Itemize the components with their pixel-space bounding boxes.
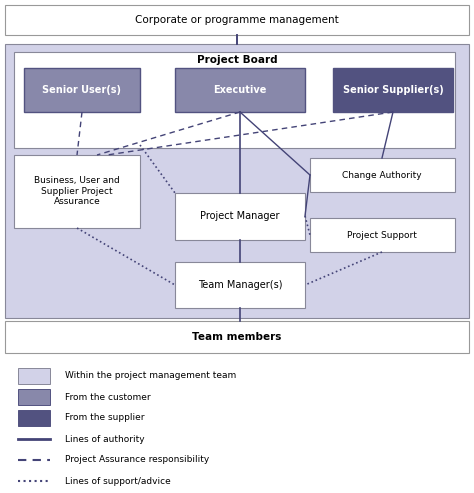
Bar — [24, 68, 140, 112]
Text: Project Assurance responsibility: Project Assurance responsibility — [65, 456, 209, 464]
Text: Change Authority: Change Authority — [342, 171, 422, 179]
Text: Within the project management team: Within the project management team — [65, 372, 236, 381]
Text: Project Support: Project Support — [347, 231, 417, 240]
Text: Project Manager: Project Manager — [200, 211, 280, 221]
Text: Lines of authority: Lines of authority — [65, 434, 145, 444]
Bar — [5, 321, 469, 353]
Bar — [14, 155, 140, 228]
Text: Senior Supplier(s): Senior Supplier(s) — [343, 85, 443, 95]
Text: Team Manager(s): Team Manager(s) — [198, 280, 282, 290]
Bar — [310, 218, 455, 252]
Bar — [5, 44, 469, 318]
Text: Team members: Team members — [192, 332, 282, 342]
Bar — [18, 368, 50, 384]
Text: Project Board: Project Board — [197, 55, 277, 65]
Bar — [18, 410, 50, 426]
Text: From the supplier: From the supplier — [65, 414, 145, 423]
Bar — [175, 262, 305, 308]
Bar — [175, 68, 305, 112]
Bar — [14, 52, 455, 148]
Text: Business, User and
Supplier Project
Assurance: Business, User and Supplier Project Assu… — [34, 176, 120, 206]
Text: Lines of support/advice: Lines of support/advice — [65, 477, 171, 486]
Bar — [18, 389, 50, 405]
Bar — [5, 5, 469, 35]
Text: Senior User(s): Senior User(s) — [43, 85, 121, 95]
Text: Executive: Executive — [213, 85, 267, 95]
Bar — [175, 193, 305, 240]
Bar — [333, 68, 453, 112]
Text: Corporate or programme management: Corporate or programme management — [135, 15, 339, 25]
Text: From the customer: From the customer — [65, 392, 151, 401]
Bar — [310, 158, 455, 192]
